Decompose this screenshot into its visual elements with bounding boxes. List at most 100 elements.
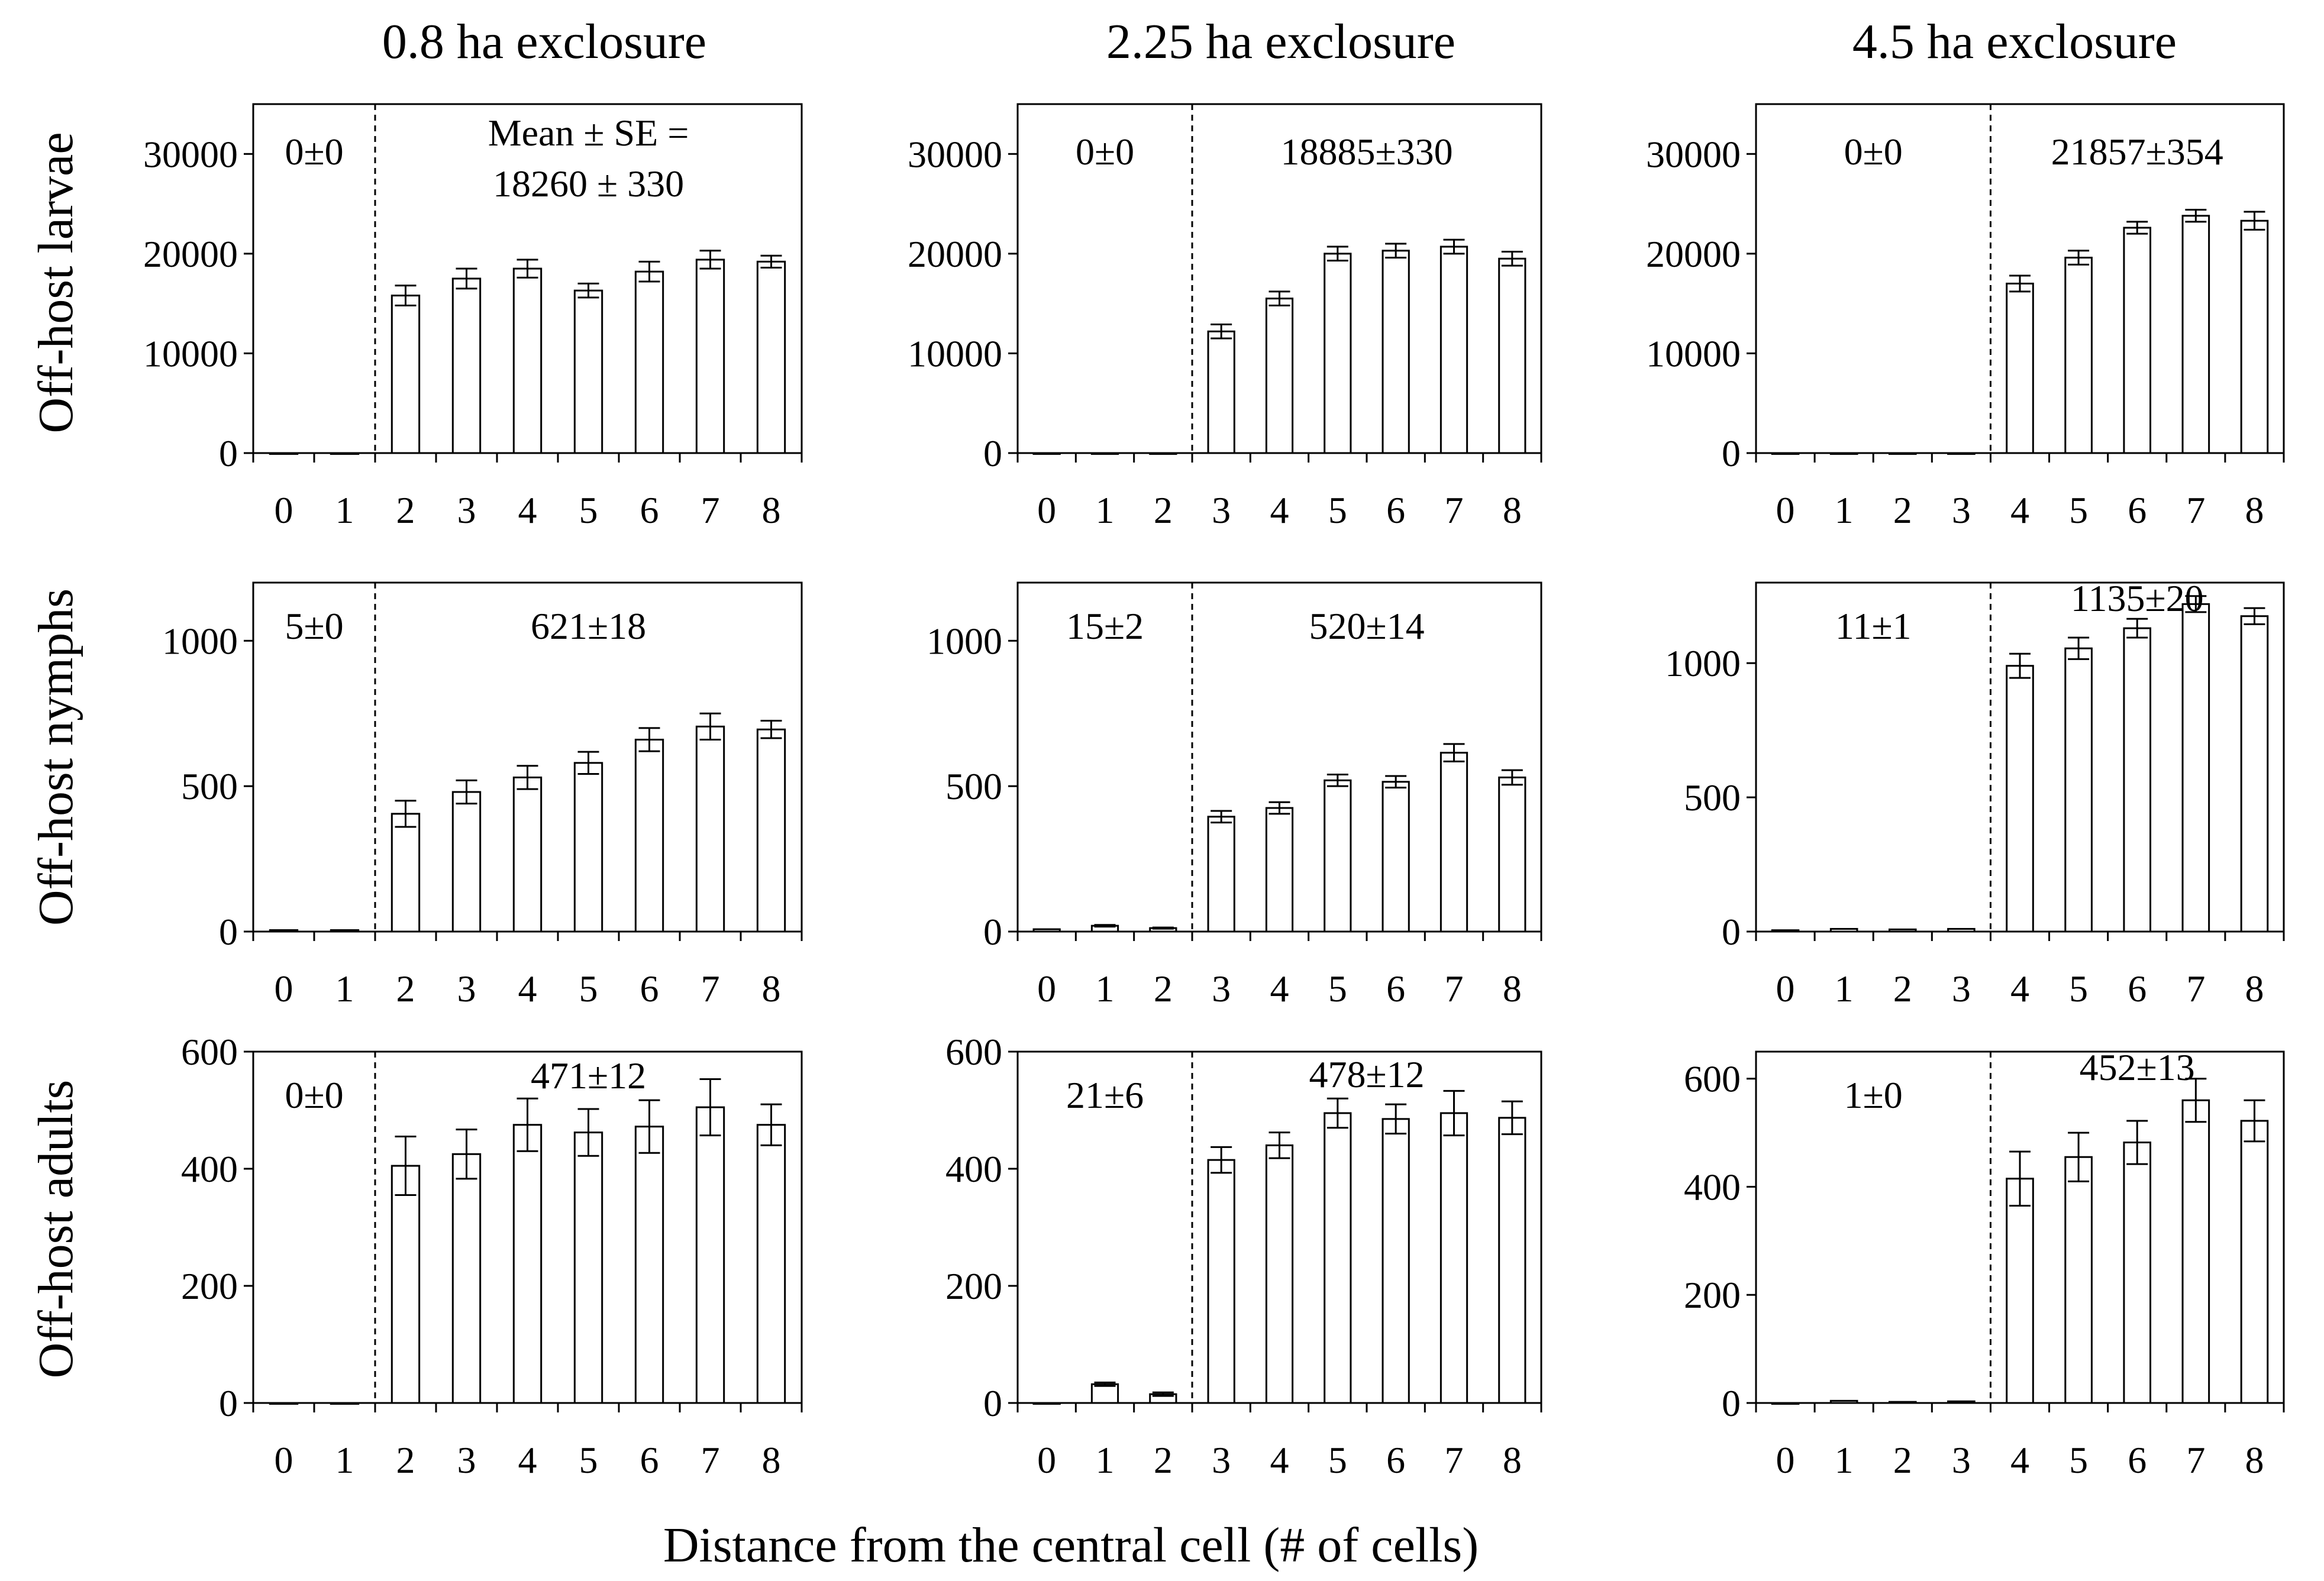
bar bbox=[390, 295, 421, 454]
y-tick-label: 0 bbox=[219, 1382, 238, 1424]
bar bbox=[2181, 603, 2210, 933]
x-tick-label: 6 bbox=[640, 489, 659, 531]
bar bbox=[634, 270, 664, 454]
bar bbox=[2181, 1099, 2210, 1404]
bar bbox=[634, 1126, 664, 1404]
bar bbox=[1090, 1383, 1119, 1404]
bar bbox=[756, 1124, 786, 1404]
x-tick-label: 5 bbox=[2069, 489, 2088, 531]
x-tick-label: 3 bbox=[1952, 489, 1971, 531]
bar bbox=[1265, 298, 1294, 454]
y-tick-label: 30000 bbox=[908, 133, 1002, 175]
x-tick-label: 0 bbox=[275, 1439, 293, 1481]
x-tick-label: 7 bbox=[2186, 968, 2205, 1010]
x-tick-label: 4 bbox=[518, 489, 537, 531]
x-tick-label: 1 bbox=[1096, 968, 1115, 1010]
bar bbox=[1439, 1112, 1468, 1404]
annotation-inside-mean: 11±1 bbox=[1835, 605, 1912, 647]
bar bbox=[1382, 781, 1410, 933]
x-tick-label: 8 bbox=[1503, 968, 1522, 1010]
x-tick-label: 8 bbox=[2245, 1439, 2264, 1481]
bar bbox=[573, 1131, 603, 1404]
bar bbox=[1439, 752, 1468, 933]
bar bbox=[695, 258, 725, 454]
x-tick-label: 1 bbox=[1096, 1439, 1115, 1481]
y-tick-label: 0 bbox=[983, 911, 1002, 953]
x-tick-label: 6 bbox=[1386, 489, 1405, 531]
x-tick-label: 4 bbox=[2010, 968, 2029, 1010]
bar bbox=[451, 791, 482, 933]
bar bbox=[1888, 928, 1917, 933]
bar bbox=[2064, 1156, 2093, 1404]
x-tick-label: 5 bbox=[579, 968, 598, 1010]
x-tick-label: 4 bbox=[2010, 489, 2029, 531]
x-tick-label: 8 bbox=[1503, 489, 1522, 531]
x-tick-label: 1 bbox=[335, 968, 354, 1010]
bar bbox=[2006, 1178, 2034, 1404]
annotation-inside-mean: 15±2 bbox=[1066, 605, 1144, 647]
x-tick-label: 3 bbox=[457, 1439, 476, 1481]
x-tick-label: 1 bbox=[1096, 489, 1115, 531]
row-label-larvae: Off-host larvae bbox=[28, 132, 83, 433]
bar bbox=[1829, 1399, 1858, 1404]
x-tick-label: 3 bbox=[1952, 1439, 1971, 1481]
bar bbox=[1032, 452, 1061, 455]
y-tick-label: 1000 bbox=[927, 620, 1002, 662]
x-tick-label: 8 bbox=[1503, 1439, 1522, 1481]
y-tick-label: 500 bbox=[945, 765, 1002, 807]
annotation-outside-mean: 21857±354 bbox=[2051, 131, 2223, 173]
bar bbox=[390, 813, 421, 933]
x-tick-label: 0 bbox=[275, 489, 293, 531]
annotation-outside-mean: 471±12 bbox=[531, 1055, 646, 1097]
y-tick-label: 400 bbox=[945, 1148, 1002, 1190]
x-tick-label: 4 bbox=[1270, 489, 1289, 531]
y-tick-label: 10000 bbox=[1646, 332, 1741, 374]
x-tick-label: 8 bbox=[762, 1439, 781, 1481]
x-tick-label: 2 bbox=[396, 489, 415, 531]
y-tick-label: 10000 bbox=[143, 332, 238, 374]
bar bbox=[1829, 452, 1858, 455]
bar bbox=[2123, 627, 2152, 933]
bar bbox=[1149, 452, 1177, 455]
bar bbox=[1090, 452, 1119, 455]
y-tick-label: 30000 bbox=[1646, 133, 1741, 175]
bar bbox=[1032, 928, 1061, 933]
bar bbox=[756, 728, 786, 933]
annotation-outside-mean: 452±13 bbox=[2080, 1046, 2195, 1088]
bar bbox=[1382, 1118, 1410, 1404]
bar bbox=[634, 739, 664, 933]
bar bbox=[2240, 1120, 2269, 1404]
bar bbox=[1207, 330, 1235, 454]
annotation-inside-mean: 0±0 bbox=[285, 131, 343, 173]
bar bbox=[1498, 1117, 1526, 1404]
column-title-0-8ha: 0.8 ha exclosure bbox=[382, 14, 706, 69]
column-title-4-5ha: 4.5 ha exclosure bbox=[1852, 14, 2177, 69]
bar bbox=[1324, 1112, 1352, 1404]
bar bbox=[1947, 452, 1976, 455]
y-tick-label: 1000 bbox=[162, 620, 238, 662]
bar bbox=[1324, 253, 1352, 454]
bar bbox=[1324, 779, 1352, 933]
bar bbox=[1382, 250, 1410, 454]
bar bbox=[2240, 219, 2269, 454]
x-tick-label: 0 bbox=[1037, 489, 1056, 531]
y-tick-label: 0 bbox=[219, 432, 238, 474]
bar bbox=[1032, 1402, 1061, 1405]
x-tick-label: 0 bbox=[275, 968, 293, 1010]
bar bbox=[1771, 452, 1800, 455]
x-tick-label: 1 bbox=[1835, 968, 1854, 1010]
y-tick-label: 0 bbox=[1722, 1382, 1741, 1424]
x-tick-label: 5 bbox=[2069, 968, 2088, 1010]
x-tick-label: 7 bbox=[1445, 1439, 1464, 1481]
bar bbox=[695, 725, 725, 933]
bar bbox=[1207, 816, 1235, 933]
y-tick-label: 0 bbox=[1722, 432, 1741, 474]
bar bbox=[573, 762, 603, 933]
bar bbox=[1265, 1144, 1294, 1404]
bar bbox=[451, 277, 482, 454]
annotation-inside-mean: 21±6 bbox=[1066, 1074, 1144, 1116]
